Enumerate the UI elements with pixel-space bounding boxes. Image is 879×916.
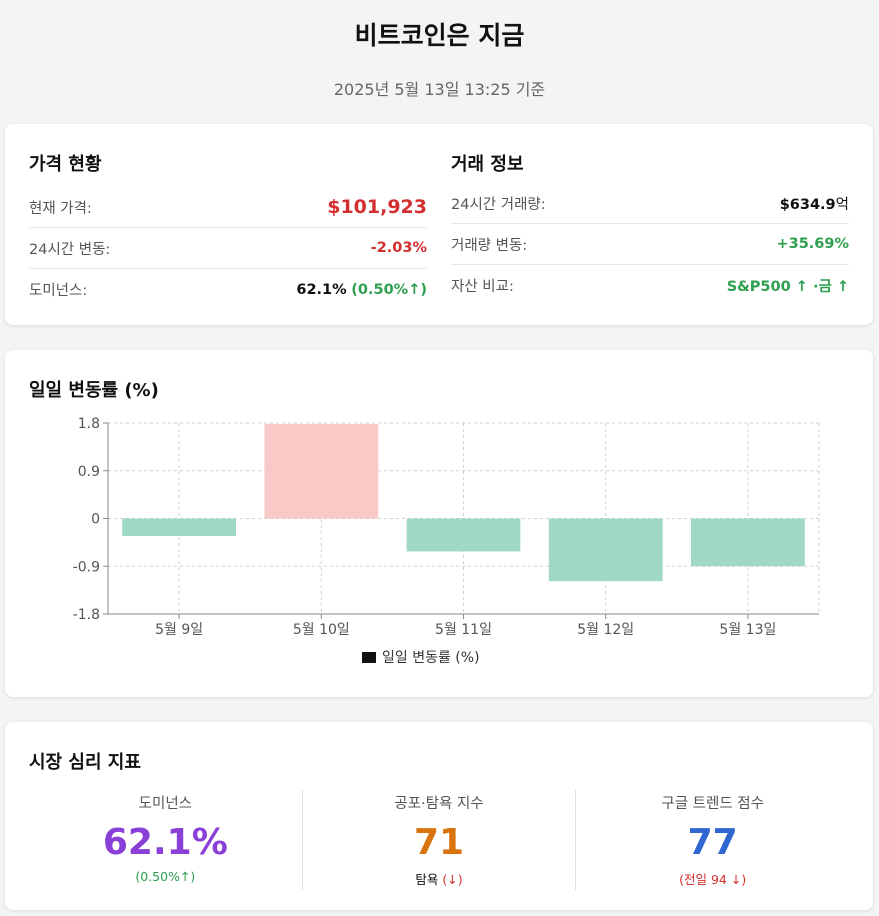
y-tick-label: 0.9 [78,464,100,480]
fear-greed-gauge-note: 탐욕 (↓) [303,869,576,888]
dominance-gauge-label: 도미넌스 [138,796,193,812]
trade-info-title: 거래 정보 [451,154,524,175]
dominance-value: 62.1% [296,281,347,298]
google-trend-gauge: 구글 트렌드 점수 77 (전일 94 ↓) [575,790,849,890]
dominance-value-group: 62.1% (0.50%↑) [296,282,427,298]
asset-compare-label: 자산 비교: [451,279,514,295]
asset-compare-value: S&P500 ↑ ·금 ↑ [726,279,849,295]
daily-change-bar-chart: 1.8 0.9 0 -0.9 -1.8 5월 9일 5월 10일 5월 11일 5월 12일 5월… [73,416,820,666]
fear-greed-gauge: 공포·탐욕 지수 71 탐욕 (↓) [301,790,576,890]
fear-greed-gauge-label: 공포·탐욕 지수 [394,796,484,812]
page-title: 비트코인은 지금 [354,21,525,50]
daily-change-chart-card: 일일 변동률 (%) 1.8 0.9 0 -0.9 -1.8 5월 9일 5월 10일 5월 … [5,350,873,697]
page-subtitle: 2025년 5월 13일 13:25 기준 [333,80,546,99]
market-info-card: 가격 현황 현재 가격: $101,923 24시간 변동: -2.03% 도미… [5,124,873,325]
dominance-gauge-value: 62.1% [102,822,228,863]
change-24h-label: 24시간 변동: [29,241,111,258]
legend-swatch [362,652,376,663]
bar [691,518,805,567]
google-trend-gauge-label: 구글 트렌드 점수 [661,796,764,812]
current-price-label: 현재 가격: [29,200,92,217]
fear-greed-state: 탐욕 [415,872,439,887]
current-price-value: $101,923 [327,196,427,218]
y-tick-label: 0 [91,512,100,528]
x-tick-label: 5월 12일 [577,622,634,638]
dominance-label: 도미넌스: [29,283,88,299]
bar [406,518,521,552]
fear-greed-arrow: (↓) [442,872,463,887]
change-24h-value: -2.03% [370,240,427,256]
volume-24h-row: 24시간 거래량: $634.9억 [451,183,849,224]
bar [264,424,379,519]
sentiment-card: 시장 심리 지표 도미넌스 62.1% (0.50%↑) 공포·탐욕 지수 71… [5,722,873,910]
x-tick-label: 5월 13일 [719,622,776,638]
dominance-gauge-note: (0.50%↑) [135,869,196,884]
google-trend-gauge-value: 77 [687,822,738,863]
volume-change-label: 거래량 변동: [451,237,528,254]
current-price-row: 현재 가격: $101,923 [29,187,427,228]
price-status-title: 가격 현황 [29,154,102,175]
bar [548,518,663,582]
chart-title: 일일 변동률 (%) [29,380,159,401]
dominance-row: 도미넌스: 62.1% (0.50%↑) [29,269,427,310]
volume-24h-label: 24시간 거래량: [451,196,546,213]
google-trend-gauge-note: (전일 94 ↓) [679,872,747,887]
volume-24h-value-group: $634.9억 [780,193,849,214]
volume-change-row: 거래량 변동: +35.69% [451,224,849,265]
dominance-change: (0.50%↑) [351,281,427,298]
x-tick-label: 5월 9일 [155,622,203,638]
y-tick-label: -0.9 [73,559,100,575]
legend-label: 일일 변동률 (%) [382,650,480,666]
change-24h-row: 24시간 변동: -2.03% [29,228,427,269]
asset-compare-row: 자산 비교: S&P500 ↑ ·금 ↑ [451,265,849,306]
volume-change-value: +35.69% [776,236,849,252]
bar [122,518,236,537]
x-tick-label: 5월 11일 [435,622,492,638]
dominance-gauge: 도미넌스 62.1% (0.50%↑) [29,790,302,890]
y-tick-label: -1.8 [73,607,100,623]
y-tick-label: 1.8 [78,416,100,432]
volume-24h-value: $634.9 [779,196,836,213]
fear-greed-gauge-value: 71 [413,822,465,863]
sentiment-gauges: 도미넌스 62.1% (0.50%↑) 공포·탐욕 지수 71 탐욕 (↓) 구… [29,790,849,890]
volume-24h-unit: 억 [835,196,849,213]
x-tick-label: 5월 10일 [293,622,350,638]
sentiment-title: 시장 심리 지표 [29,752,141,773]
